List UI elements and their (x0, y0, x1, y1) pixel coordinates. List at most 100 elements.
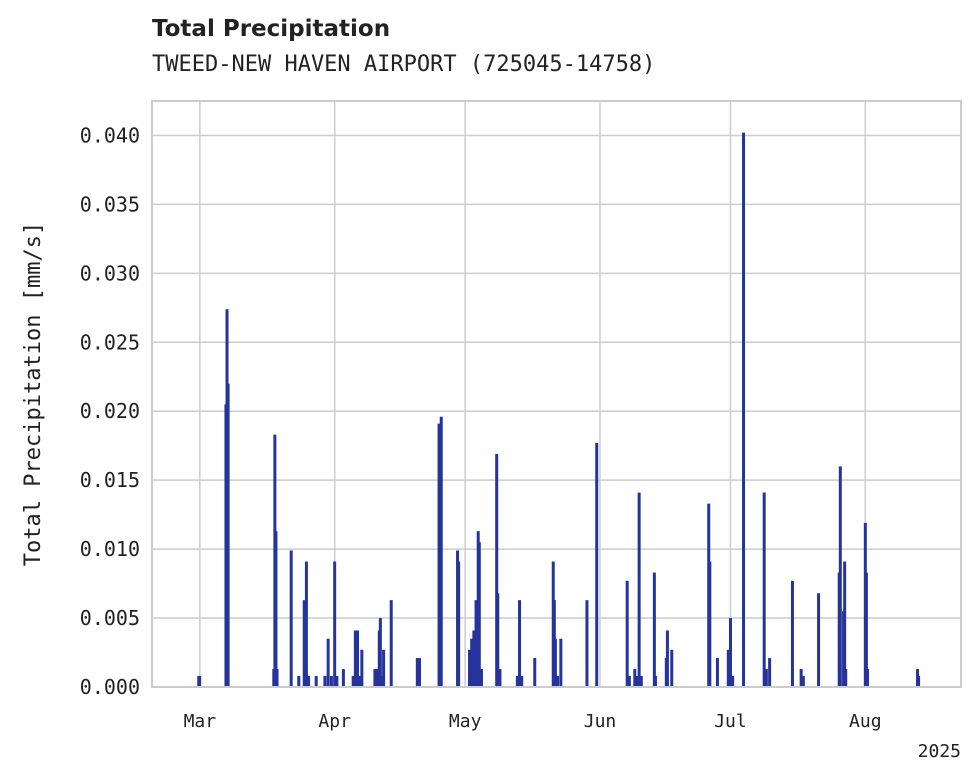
precipitation-bar (341, 669, 345, 687)
precipitation-bar (439, 416, 443, 687)
y-tick-label: 0.015 (80, 468, 140, 492)
precipitation-bar (378, 618, 382, 687)
precipitation-bar (356, 630, 360, 687)
precipitation-bar (307, 675, 311, 687)
precipitation-bar (333, 561, 337, 687)
precipitation-bar (764, 669, 768, 687)
precipitation-bar (358, 675, 362, 687)
precipitation-bar (379, 675, 383, 687)
precipitation-bar (302, 600, 306, 687)
y-tick-label: 0.000 (80, 675, 140, 699)
precipitation-bar (417, 658, 421, 687)
bar-series (197, 132, 921, 687)
y-tick-label: 0.005 (80, 606, 140, 630)
y-tick-label: 0.040 (80, 123, 140, 147)
precipitation-bar (762, 492, 766, 687)
precipitation-bar (389, 600, 393, 687)
precipitation-bar (495, 453, 499, 687)
precipitation-bar (520, 675, 524, 687)
precipitation-bar (415, 658, 419, 687)
precipitation-bar (801, 675, 805, 687)
precipitation-bar (556, 675, 560, 687)
precipitation-bar (314, 675, 318, 687)
precipitation-bar (639, 675, 643, 687)
chart-subtitle: TWEED-NEW HAVEN AIRPORT (725045-14758) (152, 52, 656, 77)
x-tick-label: May (449, 711, 482, 732)
precipitation-bar (533, 658, 537, 687)
precipitation-bar (437, 423, 441, 687)
precipitation-bar (838, 466, 842, 687)
precipitation-bar (375, 669, 379, 687)
precipitation-bar (585, 600, 589, 687)
grid (152, 101, 961, 688)
precipitation-bar (297, 675, 301, 687)
precipitation-bar (373, 669, 377, 687)
precipitation-bar (477, 542, 481, 687)
precipitation-bar (351, 675, 355, 687)
precipitation-bar (198, 675, 202, 687)
precipitation-bar (326, 638, 330, 687)
precipitation-bar (304, 561, 308, 687)
precipitation-bar (768, 658, 772, 687)
precipitation-bar (275, 669, 279, 687)
x-tick-label: Aug (849, 711, 882, 732)
x-tick-label: Jul (714, 711, 747, 732)
precipitation-bar (329, 675, 333, 687)
precipitation-bar (635, 675, 639, 687)
precipitation-bar (799, 669, 803, 687)
precipitation-bar (708, 561, 712, 687)
precipitation-bar (864, 572, 868, 687)
precipitation-bar (226, 383, 230, 687)
precipitation-bar (479, 669, 483, 687)
chart-title: Total Precipitation (152, 16, 391, 42)
precipitation-bar (670, 649, 674, 687)
y-tick-label: 0.035 (80, 192, 140, 216)
precipitation-bar (457, 561, 461, 687)
precipitation-bar (518, 600, 522, 687)
precipitation-bar (323, 675, 327, 687)
y-tick-label: 0.020 (80, 399, 140, 423)
precipitation-bar (470, 638, 474, 687)
precipitation-bar (498, 669, 502, 687)
precipitation-bar (731, 675, 735, 687)
precipitation-bar (595, 442, 599, 687)
x-tick-label: Mar (184, 711, 217, 732)
precipitation-bar (474, 600, 478, 687)
x-axis-year-label: 2025 (918, 741, 961, 762)
precipitation-bar (559, 638, 563, 687)
y-tick-label: 0.010 (80, 537, 140, 561)
y-tick-label: 0.030 (80, 261, 140, 285)
precipitation-bar (726, 649, 730, 687)
y-axis-label: Total Precipitation [mm/s] (21, 222, 46, 566)
precipitation-bar (353, 630, 357, 687)
precipitation-bar (274, 531, 278, 687)
precipitation-bar (917, 675, 921, 687)
precipitation-bar (335, 675, 339, 687)
precipitation-bar (843, 561, 847, 687)
y-axis-ticks: 0.000 0.005 0.010 0.015 0.020 0.025 0.030 0.035… (80, 123, 140, 699)
precipitation-bar (844, 669, 848, 687)
precipitation-bar (715, 658, 719, 687)
precipitation-bar (625, 580, 629, 687)
precipitation-bar (360, 649, 364, 687)
precipitation-bar (637, 492, 641, 687)
precipitation-bar (633, 669, 637, 687)
precipitation-bar (472, 630, 476, 687)
x-tick-label: Apr (318, 711, 351, 732)
precipitation-bar (496, 593, 500, 687)
precipitation-bar (742, 132, 746, 687)
y-tick-label: 0.025 (80, 330, 140, 354)
precipitation-bar (728, 618, 732, 687)
precipitation-bar (790, 580, 794, 687)
precipitation-bar (289, 550, 293, 687)
precipitation-bar (817, 593, 821, 687)
precipitation-bar (553, 638, 557, 687)
precipitation-bar (652, 572, 656, 687)
x-axis-ticks: Mar Apr May Jun Jul Aug (184, 711, 882, 732)
plot-frame (151, 100, 962, 688)
precipitation-bar (468, 649, 472, 687)
precipitation-bar (515, 675, 519, 687)
precipitation-bar (865, 669, 869, 687)
precipitation-bar (382, 649, 386, 687)
